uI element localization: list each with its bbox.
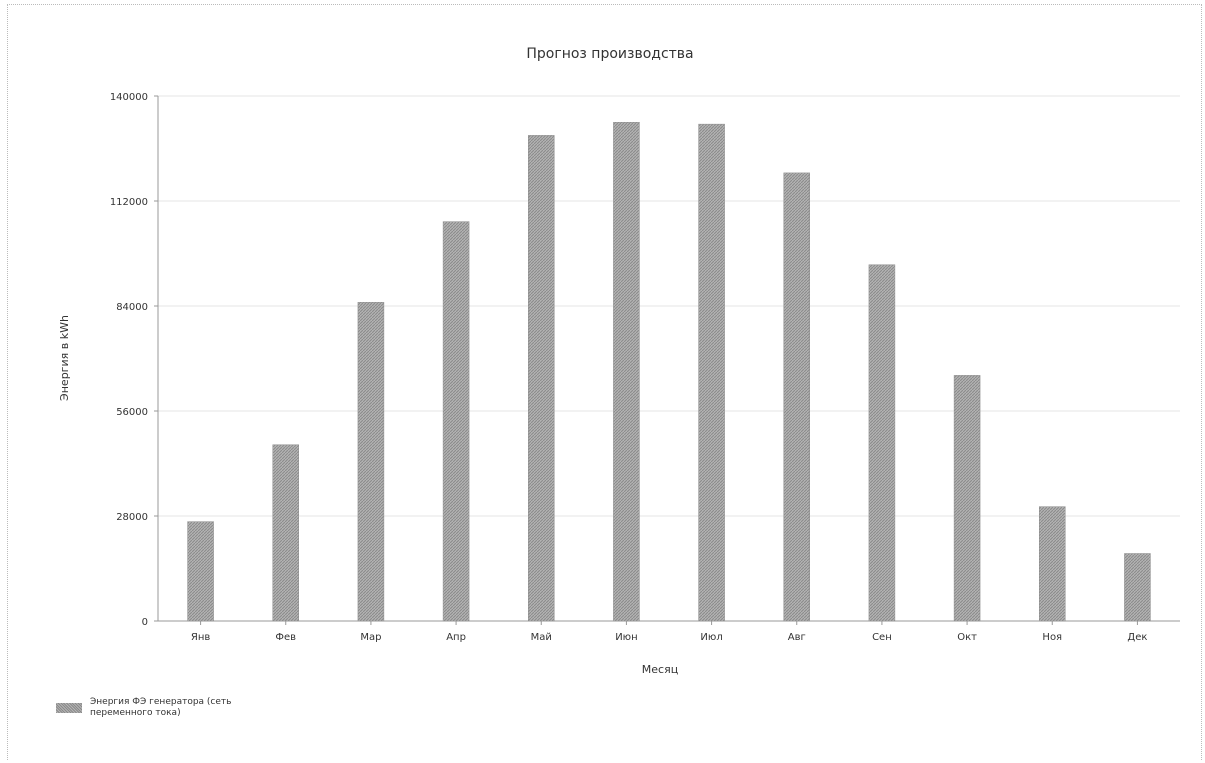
x-tick-label: Ноя <box>1042 632 1062 643</box>
bar <box>1039 506 1066 622</box>
y-tick-label: 140000 <box>110 92 148 103</box>
x-tick-labels: Янв Фев Мар Апр Май Июн Июл Авг Сен Окт Ноя Дек <box>191 632 1148 643</box>
bar <box>528 135 555 622</box>
axes <box>154 95 1180 625</box>
x-axis-label: Месяц <box>642 663 678 676</box>
x-tick-label: Сен <box>872 632 892 643</box>
legend: Энергия ФЭ генератора (сеть переменного … <box>56 697 240 719</box>
x-tick-label: Май <box>531 632 552 643</box>
bar <box>272 444 299 622</box>
y-axis-label: Энергия в kWh <box>58 315 71 401</box>
bar <box>187 521 214 622</box>
y-tick-label: 0 <box>142 617 148 628</box>
x-tick-label: Янв <box>191 632 210 643</box>
bar <box>613 122 640 622</box>
bar <box>1124 553 1151 622</box>
chart-title: Прогноз производства <box>526 46 693 62</box>
y-tick-label: 56000 <box>116 407 148 418</box>
gridlines <box>158 95 1180 517</box>
bar <box>868 264 896 622</box>
bar <box>442 221 470 622</box>
y-tick-labels: 0 28000 56000 84000 112000 140000 <box>110 92 148 628</box>
x-tick-label: Апр <box>446 632 466 643</box>
x-tick-label: Фев <box>275 632 296 643</box>
x-tick-label: Мар <box>360 632 381 643</box>
bar <box>698 123 725 622</box>
x-tick-label: Окт <box>957 632 977 643</box>
x-tick-label: Авг <box>788 632 806 643</box>
y-tick-label: 112000 <box>110 197 148 208</box>
y-tick-label: 84000 <box>116 302 148 313</box>
legend-swatch <box>56 703 82 713</box>
x-tick-label: Июн <box>615 632 637 643</box>
x-tick-label: Дек <box>1127 632 1147 643</box>
chart-frame <box>7 4 1202 760</box>
legend-label: Энергия ФЭ генератора (сеть переменного … <box>90 697 232 718</box>
bar <box>357 302 385 622</box>
bar <box>783 172 810 622</box>
bars <box>187 122 1151 622</box>
x-tick-label: Июл <box>700 632 722 643</box>
bar <box>953 375 981 622</box>
y-tick-label: 28000 <box>116 512 148 523</box>
